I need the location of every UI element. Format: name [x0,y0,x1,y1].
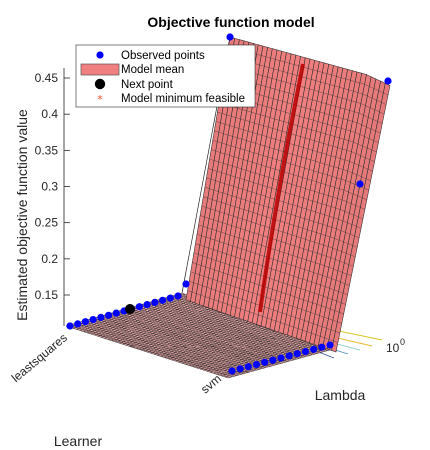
surface-mesh [187,46,389,343]
legend-observed-label: Observed points [121,50,205,62]
learner-axis-label: Learner [54,433,103,449]
observed-point [285,352,293,360]
z-tick-label: 0.15 [35,288,59,302]
observed-point [226,33,234,41]
observed-point [143,301,151,309]
legend: Observed points Model mean Next point * … [75,44,256,108]
next-point [125,304,135,314]
lambda-axis-label: Lambda [315,387,366,403]
z-tick-label: 0.35 [35,143,59,157]
legend-model-mean-label: Model mean [121,64,184,76]
z-tick-label: 0.2 [41,252,58,266]
z-tick-label: 0.45 [35,71,59,85]
z-axis-ticks: 0.15 0.2 0.25 0.3 0.35 0.4 0.45 [35,71,70,302]
legend-observed-marker [96,51,104,59]
observed-point [252,360,261,369]
z-tick-label: 0.4 [41,107,58,121]
observed-point [174,292,182,300]
observed-point [384,77,392,85]
observed-point [261,358,269,366]
observed-point [228,367,236,375]
observed-point [244,363,252,371]
observed-point [236,365,244,373]
legend-model-minimum-marker: * [97,93,103,106]
observed-point [310,345,318,353]
observed-point [74,320,82,328]
legend-box [75,44,256,108]
observed-points [66,33,392,375]
observed-point [301,347,310,356]
model-minimum-feasible-line [258,63,305,313]
observed-point [159,296,167,304]
observed-point [182,280,190,288]
lambda-tick-exponent: 0 [400,337,405,347]
observed-point [269,356,277,364]
lambda-tick: 10 [386,341,400,355]
legend-next-point-label: Next point [121,79,174,91]
observed-point [81,318,89,326]
observed-point [318,343,326,351]
chart-title: Objective function model [147,14,314,30]
observed-point [151,298,159,306]
legend-model-mean-marker [80,63,120,76]
observed-point [293,350,301,358]
model-surface-floor [65,292,331,379]
observed-point [356,180,364,188]
observed-point [97,313,105,321]
z-tick-label: 0.25 [35,216,59,230]
legend-model-minimum-label: Model minimum feasible [121,93,245,105]
legend-next-point-marker [94,78,106,90]
observed-point [112,309,120,317]
observed-point [89,316,97,324]
observed-point [277,354,285,362]
z-tick-label: 0.3 [41,180,58,194]
observed-point [66,322,74,330]
z-axis-label: Estimated objective function value [14,109,30,321]
learner-tick-leastsquares: leastsquares [9,331,70,385]
observed-point [166,294,174,302]
observed-point [326,341,334,349]
observed-point [135,303,143,311]
observed-point [105,311,113,319]
